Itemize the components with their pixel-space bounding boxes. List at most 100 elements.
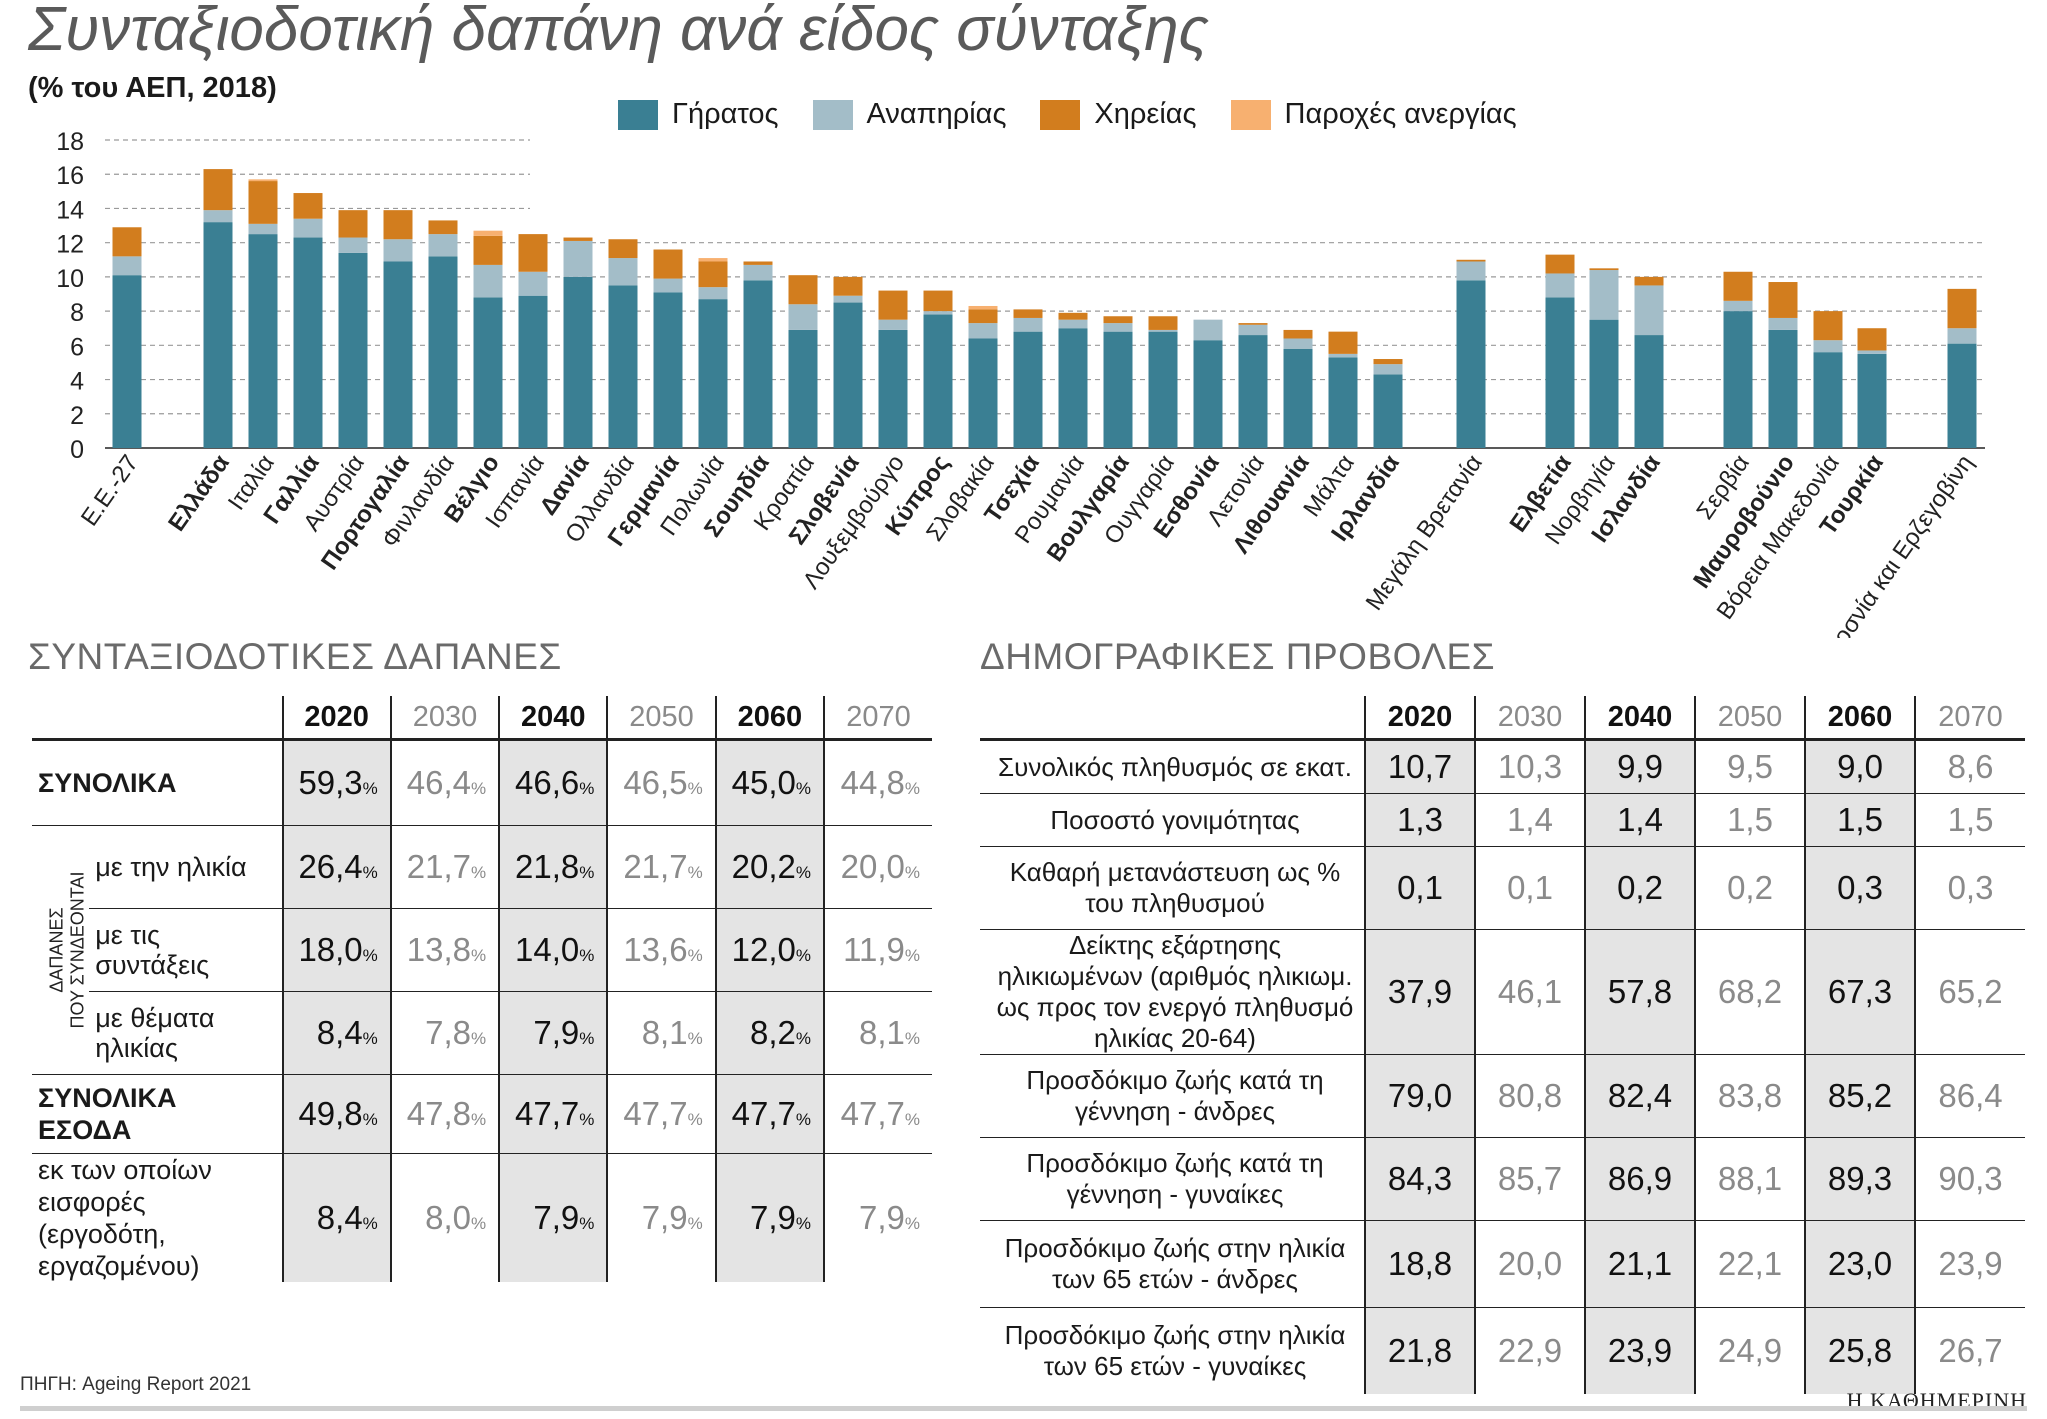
- value-unit: %: [904, 1214, 920, 1233]
- bar-segment: [473, 297, 503, 448]
- bar-segment: [518, 271, 548, 296]
- bar-segment: [833, 295, 863, 303]
- bar-segment: [608, 258, 638, 286]
- bar-segment: [878, 319, 908, 330]
- legend-item-disability: Αναπηρίας: [812, 98, 1006, 131]
- value-unit: %: [362, 1110, 378, 1129]
- bar-segment: [112, 256, 142, 276]
- bar-segment: [833, 302, 863, 448]
- value-cell: 0,2: [1584, 846, 1695, 930]
- value-cell: 46,5%: [606, 739, 716, 826]
- bar-segment: [1589, 270, 1619, 320]
- demo-section-title: ΔΗΜΟΓΡΑΦΙΚΕΣ ΠΡΟΒΟΛΕΣ: [980, 636, 1496, 677]
- value-cell: 57,8: [1584, 929, 1695, 1055]
- group-label: ΔΑΠΑΝΕΣ ΠΟΥ ΣΥΝΔΕΟΝΤΑΙ: [32, 826, 102, 1074]
- bar-segment: [338, 210, 368, 238]
- demo-row: Δείκτης εξάρτησης ηλικιωμένων (αριθμός η…: [980, 929, 2025, 1055]
- bar-segment: [473, 235, 503, 265]
- value-number: 21,8: [515, 848, 580, 885]
- value-cell: 86,9: [1584, 1137, 1695, 1221]
- year-header: 2030: [1474, 696, 1585, 741]
- bar-segment: [1283, 338, 1313, 349]
- bar-segment: [1103, 331, 1133, 448]
- value-number: 44,8: [840, 764, 905, 801]
- value-number: 49,8: [298, 1095, 363, 1132]
- value-number: 47,8: [406, 1095, 471, 1132]
- value-cell: 20,0%: [822, 825, 932, 909]
- value-number: 8,2: [749, 1014, 796, 1051]
- bar-segment: [608, 285, 638, 448]
- bar-segment: [698, 261, 728, 288]
- value-unit: %: [687, 946, 703, 965]
- bar-segment: [968, 305, 998, 310]
- bar-segment: [1456, 261, 1486, 281]
- bar-segment: [1857, 328, 1887, 351]
- value-cell: 7,9%: [822, 1153, 932, 1282]
- group-label-cell: ΔΑΠΑΝΕΣ ΠΟΥ ΣΥΝΔΕΟΝΤΑΙ: [32, 825, 90, 1075]
- bar-segment: [968, 309, 998, 324]
- bar-segment: [968, 323, 998, 339]
- y-tick-label: 14: [56, 196, 84, 224]
- bar-segment: [1328, 331, 1358, 354]
- value-cell: 9,5: [1694, 739, 1805, 794]
- row-label: Προσδόκιμο ζωής στην ηλικία των 65 ετών …: [1004, 1320, 1346, 1381]
- value-number: 20,0: [840, 848, 905, 885]
- bar-segment: [1283, 329, 1313, 339]
- bar-segment: [563, 237, 593, 241]
- value-unit: %: [362, 1029, 378, 1048]
- value-number: 7,9: [749, 1199, 796, 1236]
- value-cell: 89,3: [1804, 1137, 1915, 1221]
- value-cell: 21,8%: [498, 825, 608, 909]
- value-unit: %: [470, 779, 487, 798]
- bar-segment: [248, 181, 278, 224]
- bar-segment: [1283, 348, 1313, 448]
- bar-segment: [1947, 328, 1977, 344]
- bar-segment: [563, 240, 593, 277]
- value-cell: 84,3: [1364, 1137, 1475, 1221]
- legend-label-survivors: Χηρείας: [1094, 98, 1197, 130]
- value-number: 8,4: [316, 1199, 363, 1236]
- value-number: 47,7: [515, 1095, 580, 1132]
- legend-swatch-survivors: [1040, 99, 1081, 130]
- bar-segment: [1768, 317, 1798, 330]
- bar-segment: [293, 237, 323, 448]
- bar-segment: [788, 304, 818, 330]
- y-tick-label: 12: [56, 231, 84, 259]
- bar-segment: [1328, 353, 1358, 358]
- value-cell: 21,7%: [389, 825, 500, 909]
- value-cell: 1,4: [1584, 793, 1695, 847]
- value-unit: %: [795, 1029, 811, 1048]
- bar-segment: [1947, 288, 1977, 329]
- value-number: 21,7: [623, 848, 688, 885]
- bar-segment: [1238, 335, 1268, 448]
- value-unit: %: [470, 1110, 487, 1129]
- value-cell: 1,5: [1694, 793, 1805, 847]
- value-number: 45,0: [731, 764, 796, 801]
- bar-segment: [1328, 357, 1358, 448]
- value-unit: %: [795, 1214, 811, 1233]
- value-cell: 65,2: [1914, 929, 2025, 1055]
- value-cell: 68,2: [1694, 929, 1805, 1055]
- demo-row: Προσδόκιμο ζωής κατά τη γέννηση - γυναίκ…: [980, 1137, 2025, 1221]
- value-number: 8,1: [859, 1014, 905, 1051]
- year-header: 2020: [1364, 696, 1475, 741]
- value-cell: 1,4: [1474, 793, 1585, 847]
- value-cell: 22,1: [1694, 1220, 1805, 1308]
- bar-segment: [788, 329, 818, 448]
- year-header: 2020: [281, 696, 391, 741]
- value-number: 7,9: [533, 1014, 580, 1051]
- value-unit: %: [362, 946, 378, 965]
- value-unit: %: [579, 863, 595, 882]
- bar-segment: [1545, 297, 1575, 448]
- bar-segment: [428, 234, 458, 257]
- bar-segment: [1373, 364, 1403, 375]
- value-cell: 46,1: [1474, 929, 1585, 1055]
- bar-segment: [1058, 328, 1088, 448]
- value-number: 11,9: [843, 931, 905, 968]
- value-cell: 82,4: [1584, 1054, 1695, 1138]
- bar-segment: [968, 338, 998, 448]
- bar-segment: [1013, 331, 1043, 448]
- bar-segment: [788, 275, 818, 305]
- bar-segment: [1373, 359, 1403, 365]
- value-cell: 26,4%: [281, 825, 391, 909]
